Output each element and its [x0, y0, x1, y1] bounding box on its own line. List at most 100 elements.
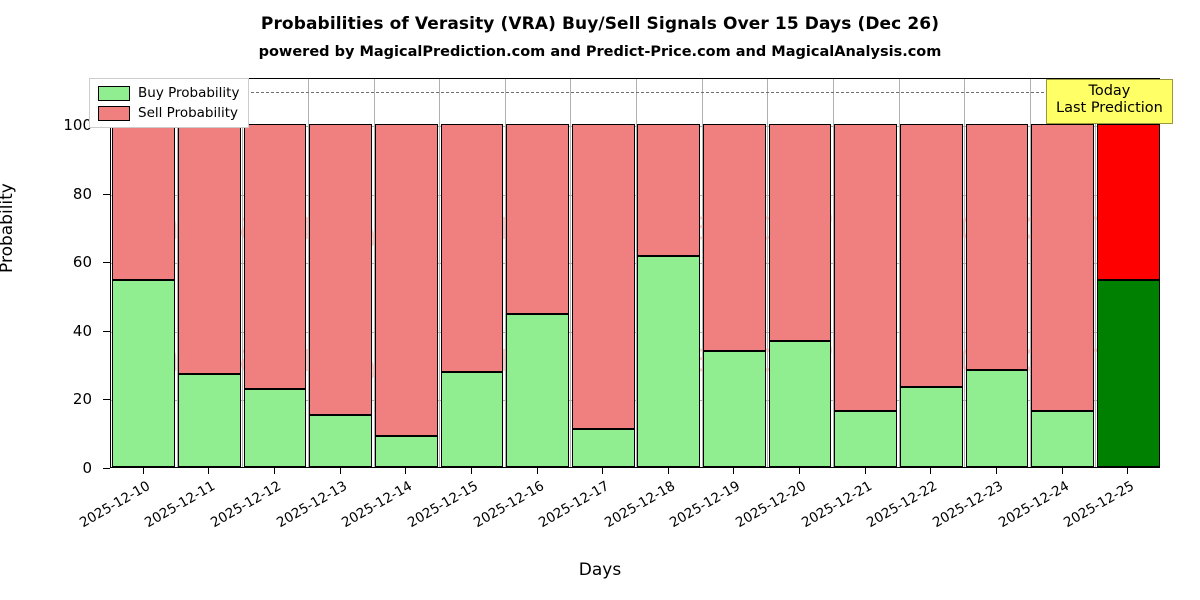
legend-item-sell[interactable]: Sell Probability — [98, 105, 239, 121]
bar-column[interactable] — [637, 79, 701, 467]
bar-segment-sell[interactable] — [768, 124, 832, 341]
y-axis-label: Probability — [0, 183, 17, 273]
bar-segment-sell[interactable] — [834, 124, 898, 411]
bars-layer — [111, 79, 1159, 467]
x-axis-tick-mark — [799, 468, 801, 474]
bar-segment-sell[interactable] — [1031, 124, 1094, 411]
y-axis-tick-label: 80 — [72, 184, 92, 203]
x-axis-tick-mark — [142, 468, 144, 474]
bar-segment-buy[interactable] — [374, 436, 438, 467]
x-axis-tick-mark — [339, 468, 341, 474]
x-axis-tick-mark — [667, 468, 669, 474]
y-axis-tick-label: 100 — [63, 116, 92, 134]
reference-line — [111, 91, 1159, 93]
bar-column[interactable] — [178, 79, 241, 467]
bar-column[interactable] — [571, 79, 635, 467]
gridline-vertical — [439, 79, 441, 467]
gridline-vertical — [898, 79, 900, 467]
bar-column[interactable] — [768, 79, 832, 467]
bar-segment-buy[interactable] — [243, 389, 307, 467]
bar-column[interactable] — [1096, 79, 1159, 467]
bar-segment-sell[interactable] — [899, 124, 963, 388]
gridline-horizontal — [111, 331, 1159, 333]
bar-segment-sell[interactable] — [637, 124, 701, 256]
bar-segment-buy[interactable] — [571, 429, 635, 467]
bar-segment-buy[interactable] — [965, 369, 1029, 467]
legend-label-sell: Sell Probability — [138, 105, 239, 121]
y-axis-tick-label: 40 — [72, 321, 92, 340]
gridline-vertical — [1095, 79, 1097, 467]
today-annotation: Today Last Prediction — [1046, 79, 1173, 124]
bar-segment-sell[interactable] — [112, 124, 176, 281]
gridline-vertical — [832, 79, 834, 467]
gridline-vertical — [636, 79, 637, 467]
bar-segment-sell[interactable] — [309, 124, 373, 416]
gridline-vertical — [570, 79, 572, 467]
bar-segment-sell[interactable] — [243, 124, 307, 390]
x-axis-tick-mark — [602, 468, 604, 474]
gridline-vertical — [504, 79, 506, 467]
chart-legend: Buy Probability Sell Probability — [89, 78, 250, 128]
bar-segment-buy[interactable] — [899, 387, 963, 467]
bar-segment-buy[interactable] — [768, 340, 832, 467]
bar-segment-buy[interactable] — [1031, 410, 1094, 467]
bar-segment-sell[interactable] — [506, 124, 569, 315]
bar-segment-buy[interactable] — [309, 415, 373, 467]
y-axis-tick-mark — [103, 468, 110, 469]
y-axis-tick-mark — [103, 193, 110, 195]
bar-segment-sell[interactable] — [374, 124, 438, 437]
today-label-line1: Today — [1088, 83, 1131, 99]
bar-segment-buy[interactable] — [834, 410, 898, 467]
gridline-vertical — [373, 79, 375, 467]
bar-column[interactable] — [834, 79, 898, 467]
legend-item-buy[interactable]: Buy Probability — [98, 85, 239, 101]
y-axis-tick-mark — [103, 262, 110, 264]
x-axis-tick-mark — [470, 468, 472, 474]
bar-column[interactable] — [112, 79, 176, 467]
bar-segment-buy[interactable] — [112, 280, 176, 467]
x-axis-tick-mark — [930, 468, 932, 474]
bar-segment-buy[interactable] — [1096, 280, 1159, 467]
gridline-vertical — [701, 79, 703, 467]
gridline-vertical — [964, 79, 966, 467]
x-axis-tick-label: 2025-12-17 — [536, 478, 613, 532]
gridline-horizontal — [111, 126, 1159, 127]
y-axis-tick-mark — [103, 330, 110, 332]
bar-segment-buy[interactable] — [703, 351, 766, 467]
bar-column[interactable] — [374, 79, 438, 467]
bar-segment-buy[interactable] — [178, 374, 241, 467]
x-axis-tick-mark — [733, 468, 735, 474]
bar-segment-buy[interactable] — [637, 255, 701, 467]
bar-segment-sell[interactable] — [440, 124, 504, 373]
legend-swatch-buy-icon — [98, 85, 130, 101]
bar-column[interactable] — [506, 79, 569, 467]
bar-segment-buy[interactable] — [440, 372, 504, 467]
bar-column[interactable] — [1031, 79, 1094, 467]
bar-column[interactable] — [965, 79, 1029, 467]
gridline-horizontal — [111, 263, 1159, 265]
bar-column[interactable] — [243, 79, 307, 467]
bar-column[interactable] — [309, 79, 373, 467]
bar-column[interactable] — [440, 79, 504, 467]
y-axis-tick-label: 0 — [82, 459, 92, 477]
x-axis-tick-mark — [208, 468, 210, 474]
gridline-vertical — [242, 79, 244, 467]
x-axis-tick-mark — [405, 468, 407, 474]
x-axis-tick-label: 2025-12-10 — [76, 478, 153, 532]
bar-segment-sell[interactable] — [571, 124, 635, 430]
bar-segment-buy[interactable] — [506, 314, 569, 467]
x-axis-tick-mark — [1061, 468, 1063, 474]
bar-segment-sell[interactable] — [1096, 124, 1159, 281]
bar-segment-sell[interactable] — [703, 124, 766, 352]
y-axis-tick-mark — [103, 399, 110, 401]
x-axis-tick-mark — [864, 468, 866, 474]
bar-segment-sell[interactable] — [178, 124, 241, 375]
chart-title: Probabilities of Verasity (VRA) Buy/Sell… — [260, 14, 940, 34]
bar-column[interactable] — [703, 79, 766, 467]
x-axis-tick-mark — [536, 468, 538, 474]
bar-segment-sell[interactable] — [965, 124, 1029, 370]
bar-column[interactable] — [899, 79, 963, 467]
gridline-horizontal — [111, 400, 1159, 402]
x-axis-tick-label: 2025-12-25 — [1061, 478, 1138, 532]
